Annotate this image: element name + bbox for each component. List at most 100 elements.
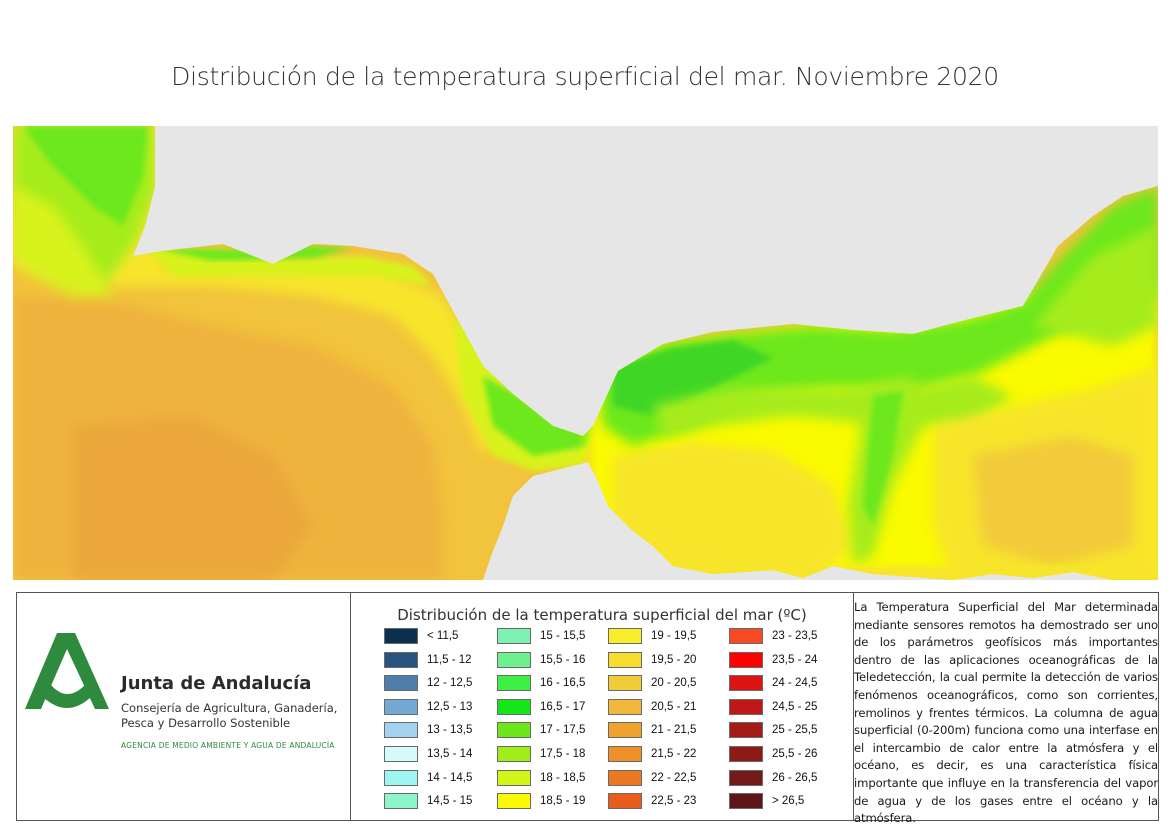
legend-swatch bbox=[608, 769, 642, 786]
legend-label: 14,5 - 15 bbox=[427, 795, 473, 808]
legend-swatch bbox=[384, 698, 418, 715]
legend-swatch bbox=[497, 675, 531, 692]
legend-label: 12,5 - 13 bbox=[427, 700, 473, 713]
legend-label: 18,5 - 19 bbox=[540, 795, 586, 808]
legend-label: 13,5 - 14 bbox=[427, 748, 473, 760]
legend-label: 26 - 26,5 bbox=[772, 771, 818, 784]
legend-item: 15 - 15,5 bbox=[497, 627, 585, 645]
legend-label: 25,5 - 26 bbox=[772, 748, 818, 760]
legend-swatch bbox=[384, 793, 418, 810]
legend-item: 25 - 25,5 bbox=[729, 721, 817, 739]
legend-item: 22 - 22,5 bbox=[608, 769, 696, 787]
legend-label: 12 - 12,5 bbox=[427, 677, 473, 690]
legend-item: 22,5 - 23 bbox=[608, 792, 696, 810]
legend-label: 21,5 - 22 bbox=[651, 748, 697, 760]
legend-swatch bbox=[608, 651, 642, 668]
legend-swatch bbox=[384, 675, 418, 692]
legend-item: 24 - 24,5 bbox=[729, 674, 817, 692]
legend-item: 13 - 13,5 bbox=[384, 721, 472, 739]
legend-swatch bbox=[497, 722, 531, 739]
legend-label: 17 - 17,5 bbox=[540, 724, 586, 737]
legend-swatch bbox=[497, 698, 531, 715]
legend: Distribución de la temperatura superfici… bbox=[351, 593, 853, 820]
legend-swatch bbox=[497, 793, 531, 810]
legend-label: 20 - 20,5 bbox=[651, 677, 697, 690]
legend-swatch bbox=[729, 722, 763, 739]
legend-swatch bbox=[608, 628, 642, 644]
legend-item: 16,5 - 17 bbox=[497, 698, 585, 716]
legend-swatch bbox=[608, 698, 642, 715]
legend-swatch bbox=[384, 628, 418, 644]
legend-item: 12 - 12,5 bbox=[384, 674, 472, 692]
legend-swatch bbox=[608, 793, 642, 810]
divider-left bbox=[350, 593, 351, 820]
junta-andalucia-logo-icon bbox=[25, 633, 109, 709]
legend-swatch bbox=[729, 675, 763, 692]
legend-label: 16,5 - 17 bbox=[540, 700, 586, 713]
legend-item: 11,5 - 12 bbox=[384, 651, 472, 669]
legend-swatch bbox=[384, 722, 418, 739]
legend-item: 24,5 - 25 bbox=[729, 698, 817, 716]
legend-label: 24 - 24,5 bbox=[772, 677, 818, 690]
legend-swatch bbox=[608, 746, 642, 762]
legend-label: < 11,5 bbox=[427, 630, 459, 642]
legend-swatch bbox=[729, 769, 763, 786]
legend-item: > 26,5 bbox=[729, 792, 804, 810]
legend-item: 26 - 26,5 bbox=[729, 769, 817, 787]
legend-swatch bbox=[729, 793, 763, 810]
description-block: La Temperatura Superficial del Mar deter… bbox=[854, 593, 1158, 825]
legend-swatch bbox=[729, 698, 763, 715]
legend-item: 14 - 14,5 bbox=[384, 769, 472, 787]
legend-label: 20,5 - 21 bbox=[651, 700, 697, 713]
legend-item: 14,5 - 15 bbox=[384, 792, 472, 810]
legend-label: 19,5 - 20 bbox=[651, 653, 697, 666]
legend-swatch bbox=[384, 651, 418, 668]
legend-label: 18 - 18,5 bbox=[540, 771, 586, 784]
legend-label: 22,5 - 23 bbox=[651, 795, 697, 808]
legend-item: 17,5 - 18 bbox=[497, 745, 585, 763]
legend-item: 23,5 - 24 bbox=[729, 651, 817, 669]
legend-swatch bbox=[497, 746, 531, 762]
divider-right bbox=[853, 593, 854, 820]
sst-map bbox=[13, 126, 1158, 580]
legend-label: 11,5 - 12 bbox=[427, 653, 472, 666]
legend-swatch bbox=[608, 675, 642, 692]
legend-label: 15,5 - 16 bbox=[540, 653, 586, 666]
info-panel: Junta de Andalucía Consejería de Agricul… bbox=[16, 592, 1159, 825]
legend-item: 23 - 23,5 bbox=[729, 627, 817, 645]
logo-subtitle: Consejería de Agricultura, Ganadería, Pe… bbox=[121, 701, 338, 730]
legend-item: 13,5 - 14 bbox=[384, 745, 472, 763]
legend-label: 25 - 25,5 bbox=[772, 724, 818, 737]
legend-label: 23,5 - 24 bbox=[772, 653, 818, 666]
legend-swatch bbox=[384, 746, 418, 762]
legend-item: 20 - 20,5 bbox=[608, 674, 696, 692]
legend-item: 19,5 - 20 bbox=[608, 651, 696, 669]
logo-agency: AGENCIA DE MEDIO AMBIENTE Y AGUA DE ANDA… bbox=[121, 741, 335, 750]
legend-label: 23 - 23,5 bbox=[772, 630, 818, 642]
description-text: La Temperatura Superficial del Mar deter… bbox=[854, 600, 1158, 826]
legend-swatch bbox=[497, 651, 531, 668]
legend-label: 24,5 - 25 bbox=[772, 700, 818, 713]
map-title: Distribución de la temperatura superfici… bbox=[171, 62, 999, 91]
legend-swatch bbox=[608, 722, 642, 739]
legend-swatch bbox=[384, 769, 418, 786]
legend-item: 21,5 - 22 bbox=[608, 745, 696, 763]
legend-label: 15 - 15,5 bbox=[540, 630, 586, 642]
legend-item: 20,5 - 21 bbox=[608, 698, 696, 716]
logo-name: Junta de Andalucía bbox=[121, 673, 312, 694]
legend-label: 19 - 19,5 bbox=[651, 630, 697, 642]
sst-map-canvas bbox=[13, 126, 1158, 580]
legend-item: 16 - 16,5 bbox=[497, 674, 585, 692]
legend-label: 14 - 14,5 bbox=[427, 771, 473, 784]
legend-item: < 11,5 bbox=[384, 627, 458, 645]
legend-item: 12,5 - 13 bbox=[384, 698, 472, 716]
legend-label: > 26,5 bbox=[772, 795, 805, 808]
legend-item: 18,5 - 19 bbox=[497, 792, 585, 810]
legend-swatch bbox=[729, 628, 763, 644]
legend-swatch bbox=[729, 746, 763, 762]
legend-label: 16 - 16,5 bbox=[540, 677, 586, 690]
legend-item: 17 - 17,5 bbox=[497, 721, 585, 739]
legend-item: 18 - 18,5 bbox=[497, 769, 585, 787]
legend-label: 17,5 - 18 bbox=[540, 748, 586, 760]
legend-label: 13 - 13,5 bbox=[427, 724, 473, 737]
